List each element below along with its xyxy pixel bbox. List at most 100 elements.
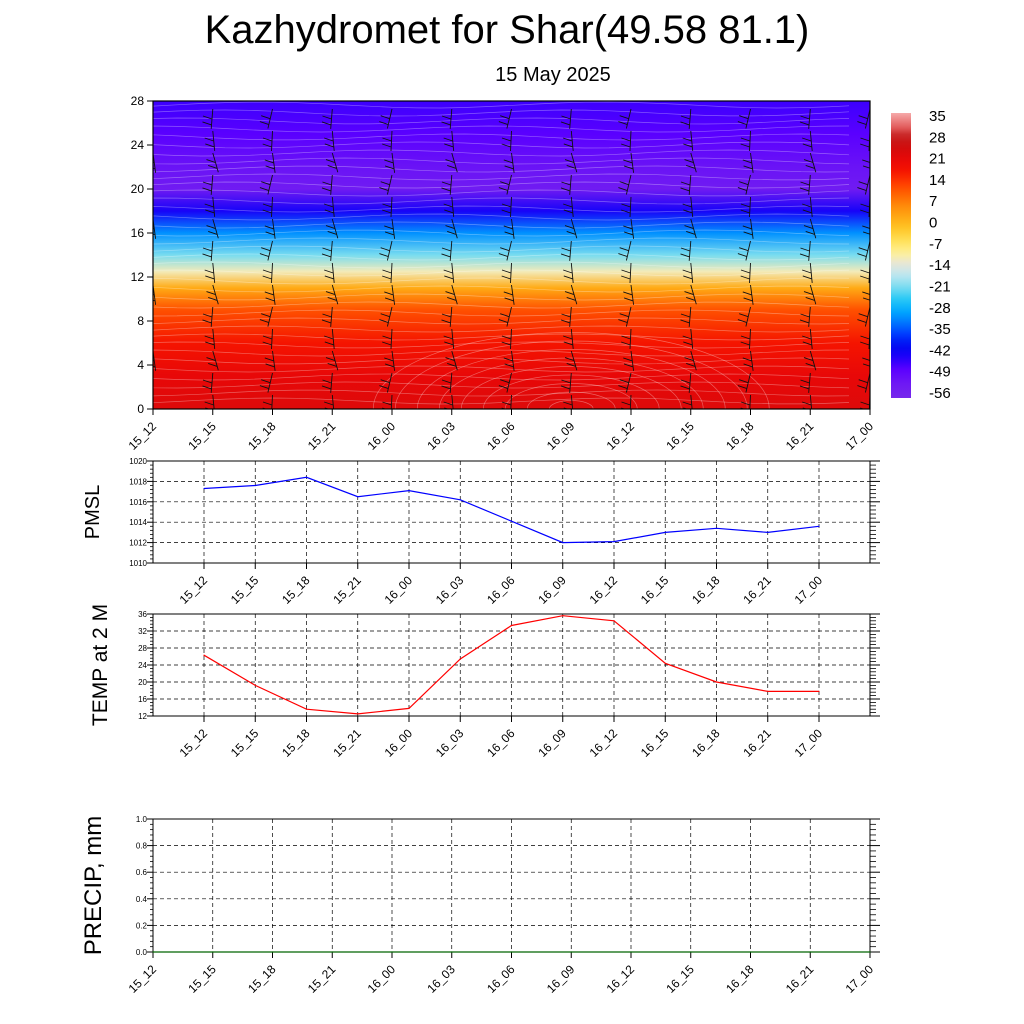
wind-barb	[621, 328, 632, 350]
wind-barb	[325, 152, 339, 173]
wind-barb	[501, 130, 512, 152]
wind-barb	[202, 240, 214, 261]
series-point	[818, 525, 820, 527]
x-tick-label: 15_15	[228, 726, 262, 760]
contour-ring	[438, 357, 704, 409]
series-point	[203, 654, 205, 656]
series-point	[459, 658, 461, 660]
wind-barb	[202, 372, 214, 393]
contour-line	[153, 125, 850, 133]
x-tick-label: 15_18	[279, 726, 313, 760]
wind-barb	[503, 152, 515, 173]
temp-panel: 12 16 20 24 28 32 36 15_12 15_15 15_18 15_21 16_00 1…	[89, 604, 880, 760]
wind-barb	[379, 240, 393, 261]
wind-barb	[802, 328, 813, 349]
heatmap-y-tick-label: 4	[137, 358, 144, 372]
contour-line	[153, 229, 850, 237]
y-tick-label: 0.0	[136, 948, 148, 957]
wind-barb	[443, 130, 455, 151]
wind-barb	[857, 306, 870, 327]
contour-line	[153, 101, 850, 109]
wind-barb	[560, 174, 572, 195]
heatmap-y-tick-label: 12	[131, 270, 145, 284]
wind-barb	[441, 372, 453, 393]
page-title: Kazhydromet for Shar(49.58 81.1)	[204, 8, 810, 52]
x-tick-label: 16_18	[689, 573, 723, 607]
x-tick-label: 16_15	[638, 726, 672, 760]
page-subtitle: 15 May 2025	[495, 64, 611, 86]
wind-barb	[259, 240, 273, 261]
wind-barb	[262, 196, 273, 218]
colorbar-label: -49	[929, 364, 951, 381]
wind-barb	[563, 328, 574, 349]
x-tick-label: 16_06	[484, 726, 518, 760]
x-tick-label: 16_03	[433, 573, 467, 607]
x-tick-label: 16_03	[433, 726, 467, 760]
heatmap-x-tick-label: 15_12	[126, 419, 160, 453]
wind-barb	[682, 262, 694, 283]
x-tick-label: 16_09	[535, 726, 569, 760]
wind-barb	[560, 306, 572, 327]
x-tick-label: 16_12	[587, 726, 621, 760]
x-tick-label: 16_06	[484, 573, 518, 607]
series-point	[570, 951, 572, 953]
series-point	[203, 487, 205, 490]
colorbar-label: -42	[929, 342, 951, 359]
series-point	[562, 615, 564, 617]
wind-barb	[802, 130, 813, 151]
y-tick-label: 32	[138, 627, 147, 636]
heatmap-y-tick-label: 20	[131, 182, 145, 196]
heatmap-y-tick-label: 8	[137, 314, 144, 328]
series-point	[305, 708, 308, 710]
contour-line	[153, 317, 850, 325]
heatmap-x-tick-label: 15_18	[245, 419, 279, 453]
series-point	[510, 624, 513, 627]
series-point	[357, 713, 359, 715]
wind-barb	[379, 108, 393, 129]
contour-line	[153, 205, 850, 213]
wind-barb	[384, 284, 396, 305]
wind-barb	[621, 196, 632, 218]
series-point	[451, 951, 453, 953]
y-tick-label: 1016	[129, 498, 147, 507]
wind-barb	[740, 262, 751, 284]
contour-line	[153, 213, 850, 221]
contour-line	[153, 333, 850, 341]
wind-barb	[503, 218, 515, 239]
contour-ring	[526, 391, 616, 409]
heatmap-y-tick-label: 28	[131, 94, 145, 108]
wind-barb	[737, 240, 751, 261]
series-point	[809, 951, 811, 953]
contour-ring	[548, 400, 594, 409]
contour-line	[153, 117, 850, 125]
wind-barb	[742, 350, 754, 371]
wind-barb	[384, 152, 396, 173]
wind-barb	[742, 284, 754, 305]
contour-line	[153, 397, 850, 405]
contour-ring	[416, 349, 726, 409]
wind-barb	[382, 328, 393, 350]
contour-ring	[394, 340, 748, 409]
contour-line	[153, 277, 850, 285]
wind-barb	[321, 372, 333, 393]
x-tick-label: 17_00	[792, 573, 826, 607]
wind-barb	[803, 152, 817, 173]
heatmap-contours	[153, 101, 850, 409]
series-point	[254, 684, 256, 687]
wind-barb	[621, 262, 632, 284]
x-tick-label: 16_21	[783, 962, 817, 996]
wind-barb	[560, 372, 572, 393]
wind-barb	[621, 130, 632, 152]
wind-barb	[740, 196, 751, 218]
contour-ring	[460, 366, 682, 409]
y-tick-label: 1.0	[136, 815, 148, 824]
grid	[153, 614, 870, 716]
series-point	[715, 681, 718, 683]
wind-barb	[382, 196, 393, 218]
wind-barb	[153, 197, 154, 207]
x-tick-label: 15_18	[245, 962, 279, 996]
x-tick-label: 16_21	[740, 726, 774, 760]
contour-line	[153, 293, 850, 301]
contour-line	[153, 221, 850, 229]
colorbar-ramp	[891, 113, 911, 398]
